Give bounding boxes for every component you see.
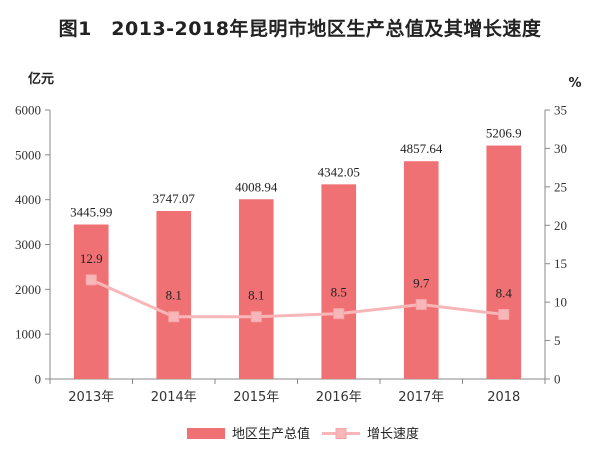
chart-title: 图1 2013-2018年昆明市地区生产总值及其增长速度 xyxy=(58,18,542,40)
left-tick-label: 0 xyxy=(35,372,42,387)
right-tick-label: 30 xyxy=(554,141,567,156)
x-tick-label: 2018 xyxy=(487,390,520,405)
right-tick-label: 25 xyxy=(554,179,567,194)
left-tick-label: 1000 xyxy=(15,327,41,342)
right-tick-label: 0 xyxy=(554,372,561,387)
bar-data-label: 5206.9 xyxy=(486,126,522,141)
bar xyxy=(403,161,439,379)
bar xyxy=(321,184,357,379)
legend-swatch-bar xyxy=(187,428,225,439)
axes: 0 1000 2000 3000 4000 5000 6000 0 5 10 15 20 25 30 35 亿… xyxy=(15,71,582,405)
right-axis-unit: % xyxy=(568,76,581,91)
line-series: 12.9 8.1 8.1 8.5 9.7 8.4 xyxy=(80,251,513,323)
bar-data-label: 3445.99 xyxy=(70,205,112,220)
right-tick-label: 5 xyxy=(554,333,561,348)
line-point xyxy=(415,298,427,310)
legend-label-bar: 地区生产总值 xyxy=(232,426,310,442)
bar xyxy=(73,224,109,379)
bar xyxy=(486,145,522,379)
right-tick-label: 10 xyxy=(554,295,567,310)
left-tick-label: 6000 xyxy=(15,103,41,118)
bar-data-label: 4008.94 xyxy=(235,179,278,194)
legend: 地区生产总值 增长速度 xyxy=(187,426,419,442)
left-tick-label: 2000 xyxy=(15,282,41,297)
line-data-label: 8.1 xyxy=(166,288,182,303)
growth-line xyxy=(90,278,504,319)
bar-data-label: 4857.64 xyxy=(400,141,443,156)
line-point xyxy=(498,308,510,320)
right-tick-label: 20 xyxy=(554,218,567,233)
legend-swatch-marker xyxy=(335,428,347,439)
legend-label-line: 增长速度 xyxy=(367,426,419,442)
left-tick-label: 4000 xyxy=(15,192,41,207)
x-tick-label: 2016年 xyxy=(316,390,362,405)
bar xyxy=(238,199,274,379)
bar-data-label: 4342.05 xyxy=(318,164,360,179)
x-tick-label: 2017年 xyxy=(398,390,444,405)
left-tick-label: 5000 xyxy=(15,147,41,162)
bar-data-label: 3747.07 xyxy=(153,191,196,206)
left-axis-unit: 亿元 xyxy=(28,71,54,87)
line-point xyxy=(333,308,345,320)
line-data-label: 8.5 xyxy=(331,285,347,300)
line-point xyxy=(168,311,180,323)
x-tick-label: 2015年 xyxy=(233,390,279,405)
line-data-label: 8.1 xyxy=(248,288,264,303)
left-tick-label: 3000 xyxy=(15,237,41,252)
x-tick-label: 2014年 xyxy=(151,390,197,405)
line-data-label: 9.7 xyxy=(413,275,430,290)
right-tick-label: 15 xyxy=(554,256,567,271)
line-point xyxy=(250,311,262,323)
line-point xyxy=(85,274,97,286)
line-data-label: 12.9 xyxy=(80,251,103,266)
right-tick-label: 35 xyxy=(554,103,567,118)
line-data-label: 8.4 xyxy=(496,285,513,300)
x-tick-label: 2013年 xyxy=(68,390,114,405)
bar-series: 3445.99 3747.07 4008.94 4342.05 4857.64 5206.… xyxy=(70,126,522,379)
bar xyxy=(156,211,192,379)
